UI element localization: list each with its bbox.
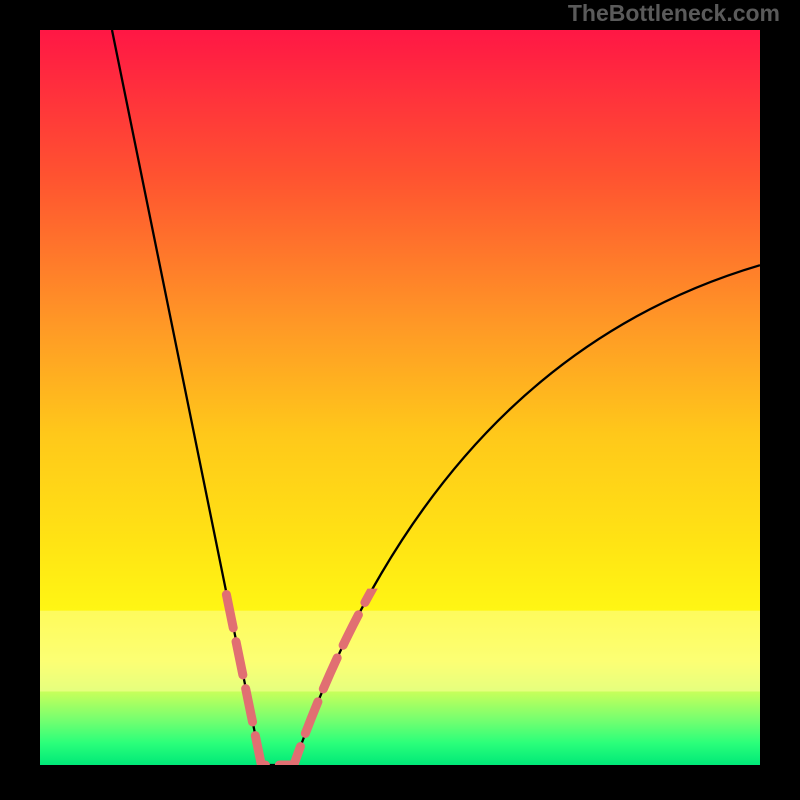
pale-band	[40, 611, 760, 692]
bottleneck-chart	[0, 0, 800, 800]
